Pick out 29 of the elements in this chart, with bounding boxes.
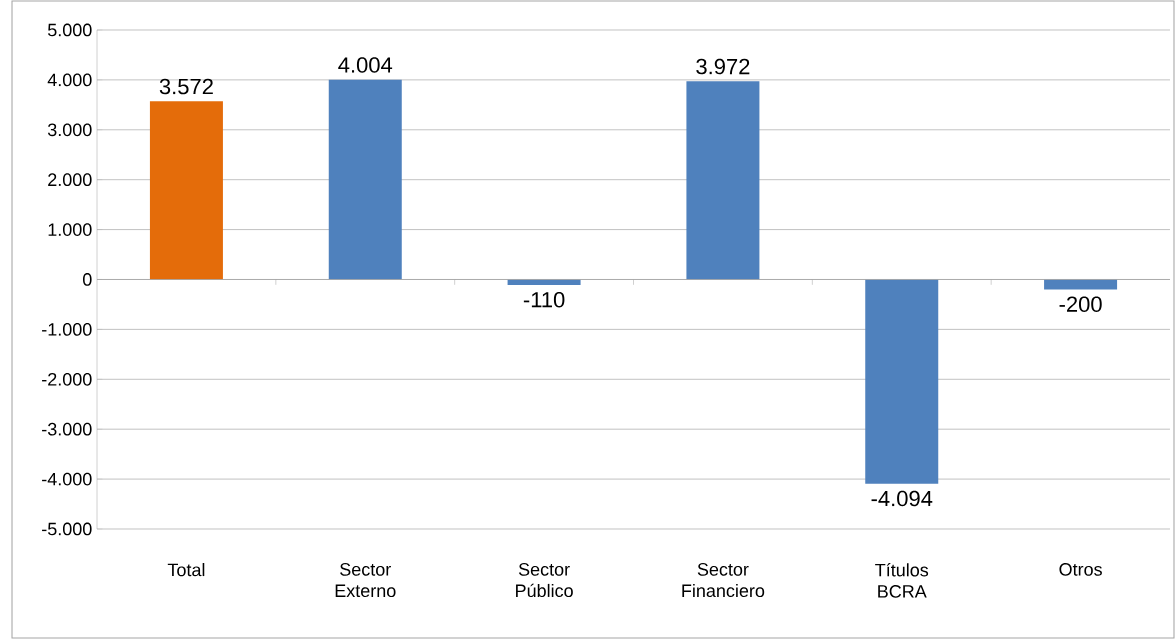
- data-label: 4.004: [338, 57, 393, 73]
- bar: [507, 279, 581, 285]
- y-tick-label: 4.000: [47, 73, 92, 87]
- y-tick-label: 0: [83, 273, 92, 286]
- x-tick-label: Otros: [1059, 563, 1102, 576]
- data-label: -4.094: [871, 490, 933, 507]
- bar: [328, 79, 402, 280]
- data-label: -110: [523, 291, 565, 308]
- y-tick-label: -1.000: [42, 323, 92, 336]
- bar: [1044, 279, 1118, 290]
- data-label: -200: [1059, 296, 1102, 312]
- y-tick-label: 2.000: [48, 173, 92, 187]
- data-label: 3.972: [696, 58, 750, 75]
- y-tick-label: 1.000: [48, 223, 92, 236]
- bar: [686, 81, 760, 280]
- x-tick-label: Sector Externo: [335, 563, 396, 598]
- bar: [149, 101, 223, 280]
- data-label: 3.572: [159, 78, 213, 95]
- x-tick-label: Títulos BCRA: [875, 563, 929, 598]
- x-tick-label: Total: [167, 563, 205, 577]
- y-tick-label: 3.000: [47, 123, 92, 137]
- x-tick-label: Sector Financiero: [682, 563, 765, 598]
- bar: [865, 279, 939, 484]
- y-tick-label: -2.000: [42, 372, 92, 386]
- y-tick-label: -5.000: [42, 522, 92, 536]
- y-tick-label: -3.000: [42, 422, 92, 436]
- x-tick-label: Sector Público: [516, 563, 573, 598]
- y-tick-label: -4.000: [42, 472, 92, 486]
- y-tick-label: 5.000: [47, 23, 92, 37]
